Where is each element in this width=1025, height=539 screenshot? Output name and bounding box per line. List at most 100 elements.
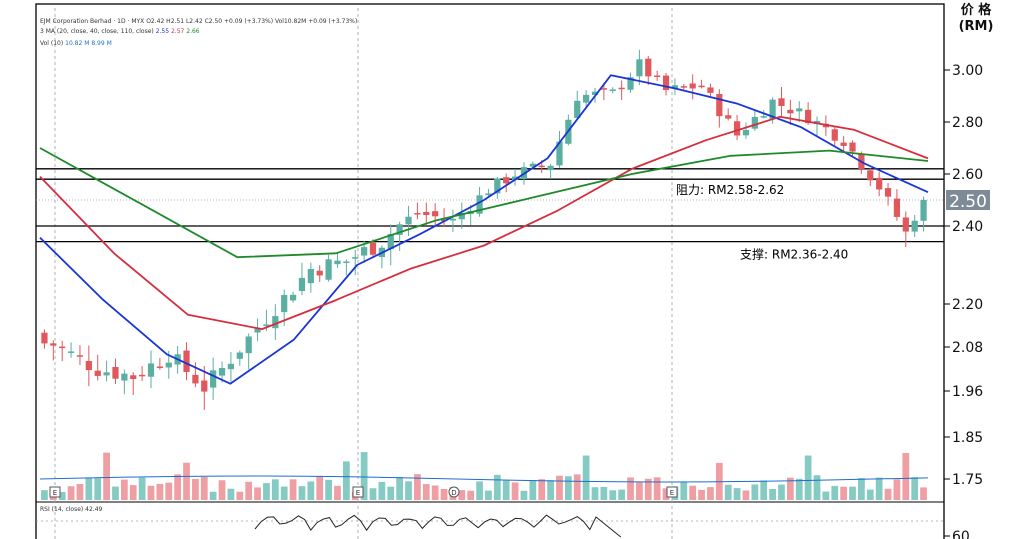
price-tick-label: 2.20 <box>952 297 983 313</box>
candle-down <box>414 213 421 215</box>
candle-up <box>325 259 332 280</box>
candle-up <box>476 195 483 214</box>
volume-bar <box>502 480 510 500</box>
candle-up <box>147 363 155 377</box>
event-marker-label: E <box>670 489 674 497</box>
volume-bar <box>147 485 155 500</box>
candle-up <box>583 94 590 103</box>
volume-bar <box>653 477 661 500</box>
candle-down <box>680 86 687 88</box>
event-marker-label: D <box>451 489 456 497</box>
volume-bar <box>378 481 386 500</box>
candle-up <box>547 165 554 171</box>
volume-bar <box>520 490 528 500</box>
volume-bar <box>831 485 839 500</box>
candle-down <box>654 75 661 78</box>
volume-bar <box>858 478 865 500</box>
volume-bar <box>94 478 102 500</box>
candle-down <box>725 115 732 119</box>
candle-down <box>600 88 607 90</box>
volume-bar <box>556 475 563 500</box>
candles-group <box>41 49 927 410</box>
legend-vol-prefix: Vol (10) <box>40 40 64 47</box>
volume-bar <box>209 491 217 500</box>
volume-bar <box>689 485 697 500</box>
volume-bar <box>41 490 48 500</box>
volume-bar <box>564 476 572 500</box>
support-label: 支撑: RM2.36-2.40 <box>740 247 848 262</box>
volume-bar <box>840 486 848 500</box>
candle-down <box>59 346 66 349</box>
volume-bar <box>778 484 785 500</box>
volume-bar <box>387 486 395 500</box>
candle-down <box>849 142 856 152</box>
event-marker-earnings <box>666 486 678 498</box>
plot-frame <box>35 3 945 539</box>
volume-bar <box>529 480 537 500</box>
volume-bar <box>813 475 821 500</box>
volume-bar <box>405 481 412 500</box>
volume-bar <box>200 476 208 500</box>
candle-down <box>503 177 510 184</box>
price-tick-label: 60 <box>952 529 970 539</box>
legend-volume-line: Vol (10) 10.82 M 8.99 M <box>40 40 112 47</box>
volume-bar <box>431 485 439 500</box>
candle-down <box>618 87 625 90</box>
candle-down <box>893 198 901 217</box>
candle-up <box>556 141 563 166</box>
candle-up <box>671 85 679 89</box>
candle-down <box>139 374 146 377</box>
candle-up <box>920 200 927 221</box>
volume-bar <box>174 474 182 500</box>
candle-up <box>254 328 261 333</box>
legend-vol-a: 10.82 M <box>65 40 90 47</box>
legend-ma40-value: 2.57 <box>170 28 185 35</box>
volume-bar <box>511 482 519 500</box>
candle-down <box>94 370 101 376</box>
candle-up <box>396 224 403 235</box>
volume-bar <box>227 488 235 500</box>
volume-bar <box>662 488 670 500</box>
volume-bar <box>458 490 466 500</box>
candle-down <box>76 355 84 357</box>
volume-bar <box>742 490 750 500</box>
volume-bar <box>893 479 901 500</box>
candle-up <box>298 277 306 291</box>
candle-down <box>698 85 705 88</box>
legend-symbol-line: EJM Corporation Berhad · 1D · MYX O2.42 … <box>40 18 358 25</box>
price-tick-label: 1.75 <box>952 472 983 488</box>
volume-bar <box>600 486 608 500</box>
candle-up <box>281 295 288 313</box>
candle-down <box>369 242 377 255</box>
candle-up <box>529 163 536 167</box>
candle-up <box>67 351 75 353</box>
volume-bar <box>485 490 492 500</box>
volume-bar <box>58 491 66 500</box>
volume-bar <box>476 481 483 500</box>
candle-up <box>343 261 350 264</box>
volume-bar <box>849 486 856 500</box>
candle-up <box>361 247 368 256</box>
volume-bar <box>120 479 128 500</box>
candle-down <box>733 121 741 136</box>
candle-down <box>876 177 883 190</box>
volume-bar <box>192 478 199 500</box>
volume-bar <box>236 491 244 500</box>
candle-up <box>796 108 803 112</box>
volume-bar <box>342 461 350 500</box>
volume-bar <box>644 478 652 500</box>
volume-bar <box>254 487 261 500</box>
ma-line-ma40 <box>39 115 929 331</box>
volume-bar <box>218 480 226 500</box>
volume-bar <box>245 481 253 500</box>
resistance-label: 阻力: RM2.58-2.62 <box>676 183 784 197</box>
price-axis-title: 价 格 <box>961 2 993 18</box>
candle-up <box>636 59 643 77</box>
volume-bar <box>307 481 315 500</box>
candle-down <box>867 170 874 181</box>
candle-down <box>787 109 794 114</box>
price-tick-label: 2.80 <box>952 115 983 131</box>
volume-bar <box>902 452 910 500</box>
candle-up <box>494 178 501 194</box>
